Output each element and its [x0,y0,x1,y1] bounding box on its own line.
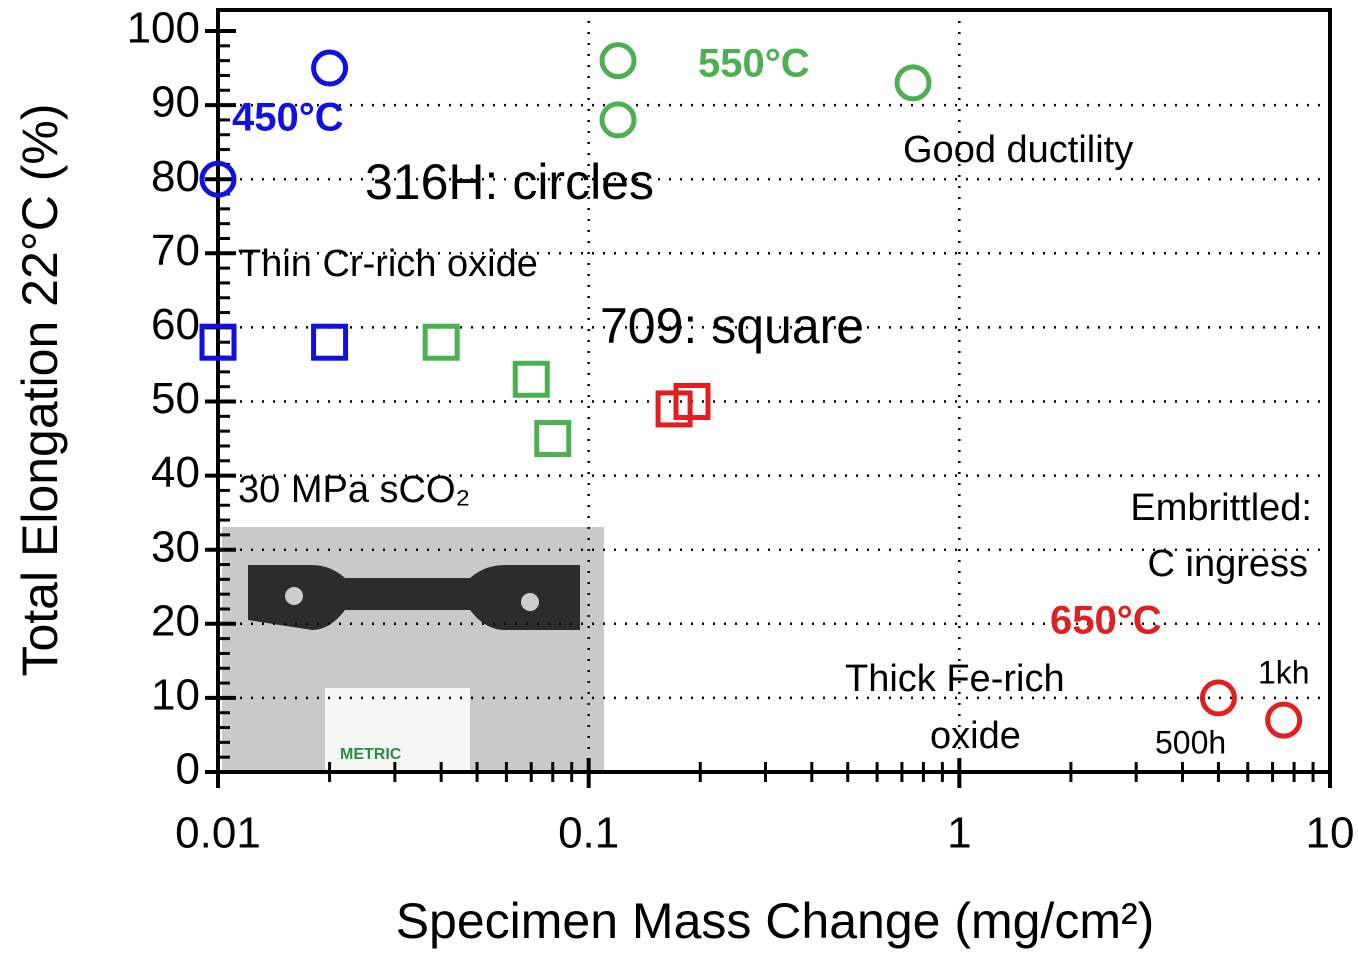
annotation: Embrittled: [1130,487,1312,529]
annotation: 450°C [232,96,344,140]
point [199,160,237,198]
annotation: 500h [1155,724,1226,760]
point [894,64,932,102]
point [1199,679,1237,717]
x-tick-label: 1 [947,809,971,858]
x-tick-label: 0.01 [175,809,261,858]
y-tick-label: 60 [151,300,200,349]
y-tick-label: 0 [176,745,200,794]
point [512,360,550,398]
y-axis-label: Total Elongation 22°C (%) [12,103,68,676]
annotation: 709: square [600,298,864,354]
annotation: Thick Fe-rich [845,658,1065,700]
point [673,383,711,420]
point [311,323,349,361]
y-tick-label: 90 [151,78,200,127]
annotation: 30 MPa sCO₂ [238,469,470,511]
x-axis-label: Specimen Mass Change (mg/cm²) [396,893,1155,949]
point [1265,701,1303,739]
y-tick-label: 50 [151,374,200,423]
annotation: Thin Cr-rich oxide [238,243,538,285]
specimen-hole [285,587,303,605]
annotation: oxide [930,715,1021,757]
point [599,42,637,80]
annotation: Good ductility [903,129,1133,171]
annotation: 550°C [698,42,810,86]
inset-photo: METRIC [222,527,604,770]
y-tick-label: 30 [151,522,200,571]
point [599,101,637,139]
point [422,323,460,361]
y-tick-label: 100 [127,4,200,53]
x-tick-label: 10 [1306,809,1355,858]
annotation: 650°C [1050,599,1162,643]
y-tick-label: 40 [151,448,200,497]
point [534,420,572,458]
x-tick-label: 0.1 [558,809,619,858]
annotation: 1kh [1258,654,1310,690]
y-tick-label: 10 [151,671,200,720]
specimen-hole [521,593,539,611]
ruler-text: METRIC [340,746,402,763]
annotation: C ingress [1148,543,1309,585]
specimen [248,565,580,630]
plot-frame [216,8,1332,774]
point [311,49,349,87]
annotation: 316H: circles [365,154,654,210]
y-tick-label: 20 [151,596,200,645]
point [199,323,237,361]
ruler [325,688,470,770]
y-tick-label: 80 [151,152,200,201]
y-tick-label: 70 [151,226,200,275]
